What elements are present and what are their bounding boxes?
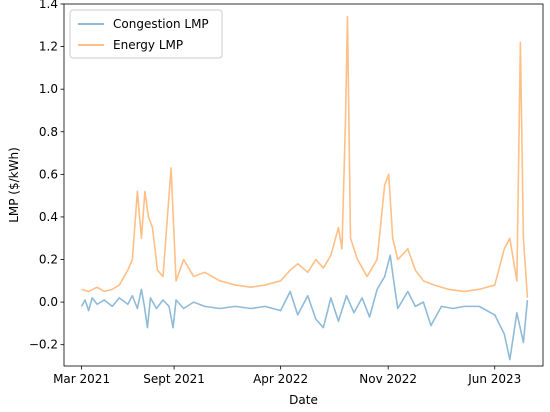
- plot-area-frame: [63, 3, 544, 367]
- series-layer: [80, 15, 529, 361]
- x-tick-label: Sept 2021: [143, 372, 205, 386]
- x-tick-label: Jun 2023: [467, 372, 521, 386]
- y-tick-label: −0.2: [29, 338, 58, 352]
- y-axis-ticks: −0.2 0.0 0.2 0.4 0.6 0.8 1.0 1.2 1.4: [29, 0, 64, 352]
- x-tick-label: Nov 2022: [359, 372, 417, 386]
- y-tick-label: 1.2: [39, 40, 58, 54]
- y-tick-label: 0.2: [39, 253, 58, 267]
- legend-label-congestion-lmp: Congestion LMP: [113, 17, 209, 31]
- x-tick-label: Apr 2022: [253, 372, 308, 386]
- x-tick-label: Mar 2021: [53, 372, 110, 386]
- y-tick-label: 1.4: [39, 0, 58, 11]
- legend-box: [69, 9, 223, 59]
- x-axis-label: Date: [289, 393, 318, 407]
- y-tick-label: 0.0: [39, 295, 58, 309]
- legend: Congestion LMP Energy LMP: [69, 9, 223, 59]
- y-tick-label: 1.0: [39, 82, 58, 96]
- series-line-energy-lmp: [81, 15, 529, 298]
- y-tick-label: 0.6: [39, 167, 58, 181]
- y-tick-label: 0.4: [39, 210, 58, 224]
- legend-label-energy-lmp: Energy LMP: [113, 38, 183, 52]
- series-line-congestion-lmp: [80, 254, 529, 361]
- x-axis-ticks: Mar 2021 Sept 2021 Apr 2022 Nov 2022 Jun 202…: [53, 366, 521, 386]
- y-axis-label: LMP ($/kWh): [7, 147, 21, 223]
- y-tick-label: 0.8: [39, 125, 58, 139]
